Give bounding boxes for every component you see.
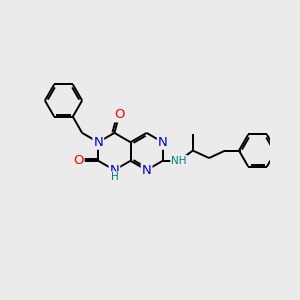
Text: N: N [158, 136, 168, 149]
Text: N: N [110, 164, 119, 177]
Text: O: O [73, 154, 84, 167]
Text: H: H [110, 172, 118, 182]
Text: O: O [114, 108, 124, 122]
Text: N: N [93, 136, 103, 149]
Text: NH: NH [171, 156, 187, 166]
Text: N: N [142, 164, 152, 177]
